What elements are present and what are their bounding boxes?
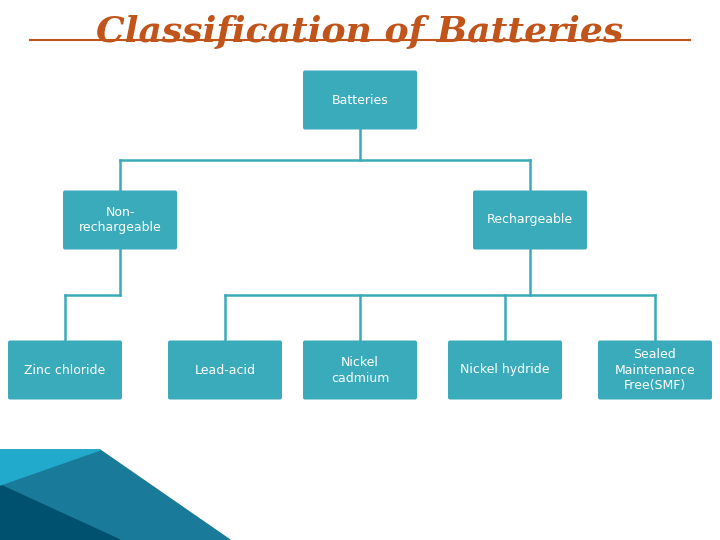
FancyBboxPatch shape [303, 341, 417, 400]
FancyBboxPatch shape [598, 341, 712, 400]
Polygon shape [0, 450, 100, 485]
FancyBboxPatch shape [448, 341, 562, 400]
FancyBboxPatch shape [63, 191, 177, 249]
Text: Batteries: Batteries [332, 93, 388, 106]
Text: Classification of Batteries: Classification of Batteries [96, 15, 624, 49]
Polygon shape [0, 450, 230, 540]
Polygon shape [0, 485, 120, 540]
Text: Lead-acid: Lead-acid [194, 363, 256, 376]
Text: Non-
rechargeable: Non- rechargeable [78, 206, 161, 234]
Text: Nickel
cadmium: Nickel cadmium [330, 355, 390, 384]
Text: Zinc chloride: Zinc chloride [24, 363, 106, 376]
Text: Sealed
Maintenance
Free(SMF): Sealed Maintenance Free(SMF) [615, 348, 696, 393]
Text: Nickel hydride: Nickel hydride [460, 363, 550, 376]
FancyBboxPatch shape [303, 71, 417, 130]
FancyBboxPatch shape [168, 341, 282, 400]
Text: Rechargeable: Rechargeable [487, 213, 573, 226]
FancyBboxPatch shape [473, 191, 587, 249]
FancyBboxPatch shape [8, 341, 122, 400]
